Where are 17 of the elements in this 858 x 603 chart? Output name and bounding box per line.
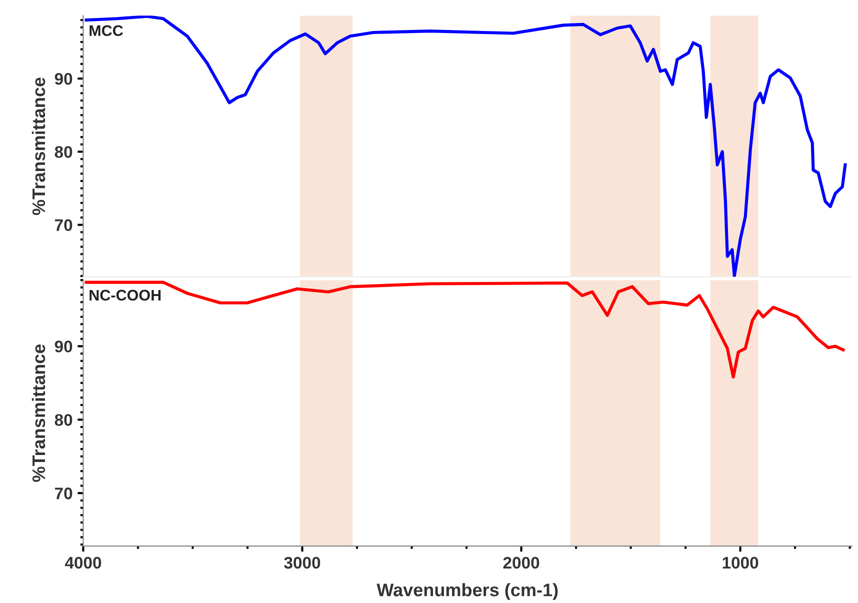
- x-tick-label: 2000: [503, 556, 540, 569]
- y-tick-label: 80: [54, 146, 72, 158]
- y-tick-label: 70: [54, 488, 72, 500]
- y-tick-label: 90: [54, 340, 72, 352]
- y-tick-label: 80: [54, 414, 72, 426]
- y-tick-label: 70: [54, 219, 72, 232]
- x-tick-label: 3000: [284, 556, 320, 569]
- y-tick-label: 90: [54, 72, 72, 85]
- series-label: MCC: [90, 25, 123, 36]
- x-tick-label: 4000: [64, 556, 102, 569]
- line-series: [84, 280, 845, 379]
- x-tick-label: 1000: [722, 556, 758, 569]
- series-label: NC-COOH: [90, 290, 161, 301]
- y-axis-title: %Transmittance: [32, 78, 46, 216]
- line-series: [84, 16, 847, 277]
- y-axis-title: %Transmittance: [32, 344, 46, 482]
- x-axis-title: Wavenumbers (cm-1): [376, 583, 558, 600]
